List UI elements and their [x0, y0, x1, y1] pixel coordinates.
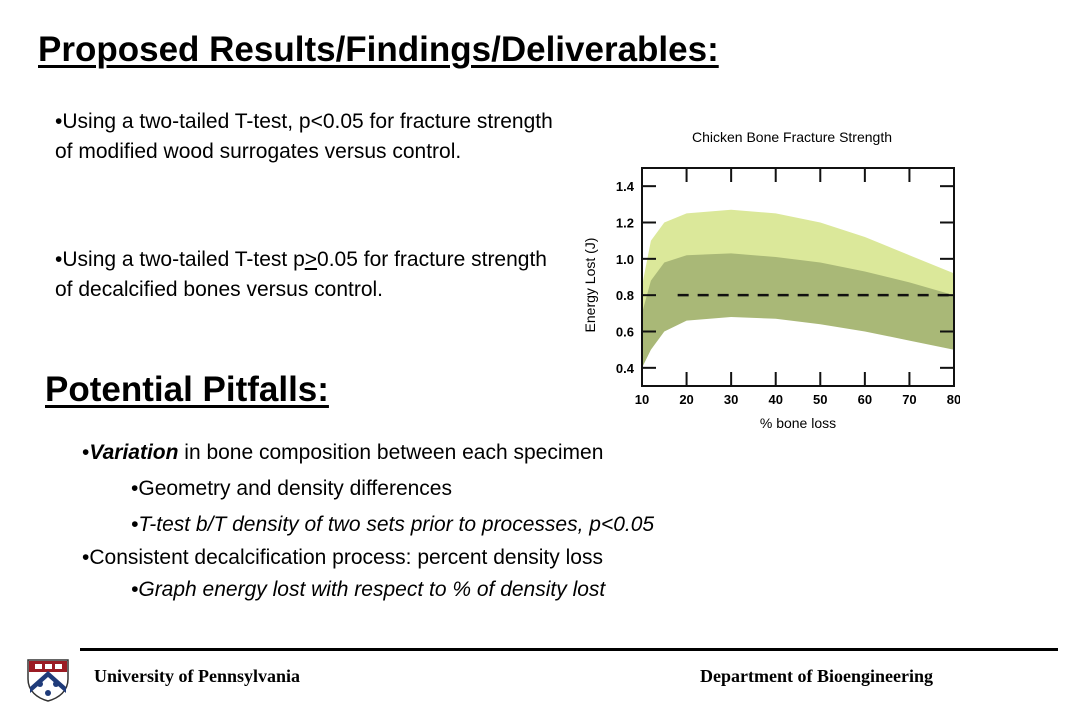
pitfall-2: •Consistent decalcification process: per…	[82, 545, 603, 571]
pitfall-2-text: Consistent decalcification process: perc…	[89, 546, 603, 569]
pitfall-1b: •T-test b/T density of two sets prior to…	[131, 512, 654, 538]
x-tick-label: 50	[813, 392, 827, 407]
pitfall-1a: •Geometry and density differences	[131, 476, 452, 502]
bullet-glyph: •	[82, 441, 90, 464]
fracture-strength-chart: 0.4 0.6 0.8 1.0 1.2 1.4 10 20 30 40 50 60 70 80 Chic…	[582, 129, 960, 431]
x-tick-label: 80	[947, 392, 960, 407]
band-area-2	[642, 253, 954, 368]
y-tick-label: 1.4	[616, 179, 635, 194]
finding-2-gte-symbol: >	[304, 248, 318, 271]
bullet-glyph: •	[82, 546, 90, 569]
footer-department: Department of Bioengineering	[700, 666, 933, 686]
y-tick-label: 1.0	[616, 252, 634, 267]
bullet-glyph: •	[55, 248, 63, 271]
findings-title: Proposed Results/Findings/Deliverables:	[38, 30, 719, 69]
x-tick-label: 10	[635, 392, 649, 407]
finding-2-text-pre: Using a two-tailed T-test p	[62, 248, 305, 271]
pitfall-1b-text: T-test b/T density of two sets prior to …	[138, 513, 655, 536]
finding-bullet-2: •Using a two-tailed T-test p>0.05 for fr…	[55, 245, 555, 305]
pitfall-2a: •Graph energy lost with respect to % of …	[131, 577, 605, 603]
penn-shield-icon	[27, 659, 69, 702]
footer-divider	[80, 648, 1058, 651]
pitfalls-title: Potential Pitfalls:	[45, 370, 329, 409]
chart-bands	[642, 209, 954, 368]
plot-frame	[641, 167, 955, 387]
finding-2-text-post: 0.05 for fracture strength of decalcifie…	[55, 248, 547, 301]
x-tick-label: 70	[902, 392, 916, 407]
footer-university: University of Pennsylvania	[94, 666, 301, 686]
finding-bullet-1: •Using a two-tailed T-test, p<0.05 for f…	[55, 107, 555, 167]
finding-1-text: Using a two-tailed T-test, p<0.05 for fr…	[55, 110, 553, 163]
y-tick-label: 0.6	[616, 325, 634, 340]
bullet-glyph: •	[131, 513, 139, 536]
pitfall-1: •Variation in bone composition between e…	[82, 440, 603, 466]
pitfall-2a-text: Graph energy lost with respect to % of d…	[138, 578, 606, 601]
bullet-glyph: •	[55, 110, 63, 133]
y-axis-label: Energy Lost (J)	[582, 238, 598, 333]
x-axis: 10 20 30 40 50 60 70 80	[635, 168, 960, 407]
y-tick-label: 0.8	[616, 288, 634, 303]
x-tick-label: 60	[858, 392, 872, 407]
y-tick-label: 0.4	[616, 361, 635, 376]
x-axis-label: % bone loss	[760, 415, 836, 431]
pitfall-1-emphasis: Variation	[89, 441, 179, 464]
y-axis: 0.4 0.6 0.8 1.0 1.2 1.4	[616, 179, 954, 376]
pitfall-1-text: in bone composition between each specime…	[178, 441, 604, 464]
pitfall-1a-text: Geometry and density differences	[138, 477, 452, 500]
x-tick-label: 20	[679, 392, 693, 407]
bullet-glyph: •	[131, 578, 139, 601]
x-tick-label: 30	[724, 392, 738, 407]
bullet-glyph: •	[131, 477, 139, 500]
x-tick-label: 40	[768, 392, 782, 407]
chart-title: Chicken Bone Fracture Strength	[692, 129, 892, 145]
y-tick-label: 1.2	[616, 216, 634, 231]
